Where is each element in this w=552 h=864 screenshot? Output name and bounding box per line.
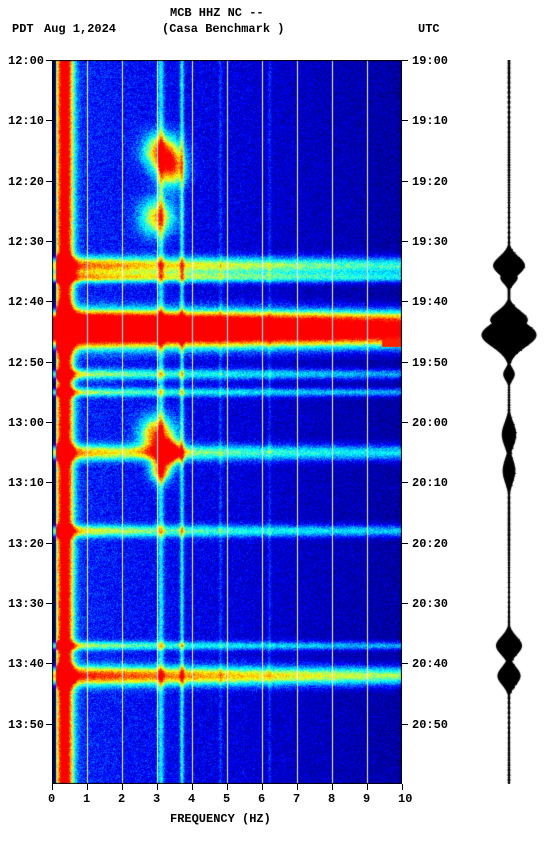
tick xyxy=(46,543,52,544)
left-time-label: 13:30 xyxy=(8,597,44,611)
tick xyxy=(46,663,52,664)
waveform-canvas xyxy=(480,60,538,784)
tick xyxy=(46,60,52,61)
header-date: Aug 1,2024 xyxy=(44,22,116,36)
right-time-label: 19:20 xyxy=(412,175,448,189)
spectrogram-plot xyxy=(52,60,402,784)
header-station: MCB HHZ NC -- xyxy=(170,6,264,20)
tick xyxy=(46,422,52,423)
tick xyxy=(46,120,52,121)
right-time-label: 19:00 xyxy=(412,54,448,68)
tick xyxy=(46,724,52,725)
spectrogram-canvas xyxy=(52,60,402,784)
tick xyxy=(402,784,403,790)
left-time-label: 13:00 xyxy=(8,416,44,430)
left-time-label: 12:20 xyxy=(8,175,44,189)
left-time-label: 12:00 xyxy=(8,54,44,68)
header-right-tz: UTC xyxy=(418,22,440,36)
tick xyxy=(87,784,88,790)
x-tick-label: 2 xyxy=(118,792,125,806)
right-time-label: 19:10 xyxy=(412,114,448,128)
x-axis-label: FREQUENCY (HZ) xyxy=(170,812,271,826)
waveform-plot xyxy=(480,60,538,784)
tick xyxy=(46,301,52,302)
x-tick-label: 8 xyxy=(328,792,335,806)
tick xyxy=(46,482,52,483)
tick xyxy=(402,362,408,363)
tick xyxy=(122,784,123,790)
tick xyxy=(402,543,408,544)
x-tick-label: 4 xyxy=(188,792,195,806)
right-time-label: 19:40 xyxy=(412,295,448,309)
tick xyxy=(332,784,333,790)
header-site: (Casa Benchmark ) xyxy=(162,22,284,36)
right-time-label: 20:00 xyxy=(412,416,448,430)
left-time-label: 12:40 xyxy=(8,295,44,309)
x-tick-label: 1 xyxy=(83,792,90,806)
header-left-tz: PDT xyxy=(12,22,34,36)
tick xyxy=(402,663,408,664)
tick xyxy=(46,181,52,182)
right-time-label: 19:50 xyxy=(412,356,448,370)
tick xyxy=(402,422,408,423)
left-time-label: 13:50 xyxy=(8,718,44,732)
tick xyxy=(402,482,408,483)
x-tick-label: 3 xyxy=(153,792,160,806)
tick xyxy=(402,120,408,121)
right-time-label: 20:40 xyxy=(412,657,448,671)
tick xyxy=(367,784,368,790)
tick xyxy=(402,603,408,604)
x-tick-label: 5 xyxy=(223,792,230,806)
tick xyxy=(402,181,408,182)
right-time-label: 20:20 xyxy=(412,537,448,551)
x-tick-label: 7 xyxy=(293,792,300,806)
tick xyxy=(402,724,408,725)
right-time-label: 20:30 xyxy=(412,597,448,611)
x-tick-label: 0 xyxy=(48,792,55,806)
left-time-label: 13:20 xyxy=(8,537,44,551)
left-time-label: 12:10 xyxy=(8,114,44,128)
x-tick-label: 9 xyxy=(363,792,370,806)
tick xyxy=(46,603,52,604)
left-time-label: 12:30 xyxy=(8,235,44,249)
right-time-label: 19:30 xyxy=(412,235,448,249)
x-tick-label: 6 xyxy=(258,792,265,806)
right-time-label: 20:50 xyxy=(412,718,448,732)
root: { "header": { "line1_station": "MCB HHZ … xyxy=(0,0,552,864)
tick xyxy=(46,362,52,363)
tick xyxy=(402,241,408,242)
tick xyxy=(52,784,53,790)
tick xyxy=(192,784,193,790)
tick xyxy=(297,784,298,790)
tick xyxy=(227,784,228,790)
tick xyxy=(157,784,158,790)
tick xyxy=(402,60,408,61)
x-tick-label: 10 xyxy=(398,792,412,806)
left-time-label: 12:50 xyxy=(8,356,44,370)
tick xyxy=(262,784,263,790)
right-time-label: 20:10 xyxy=(412,476,448,490)
tick xyxy=(46,241,52,242)
left-time-label: 13:40 xyxy=(8,657,44,671)
left-time-label: 13:10 xyxy=(8,476,44,490)
tick xyxy=(402,301,408,302)
